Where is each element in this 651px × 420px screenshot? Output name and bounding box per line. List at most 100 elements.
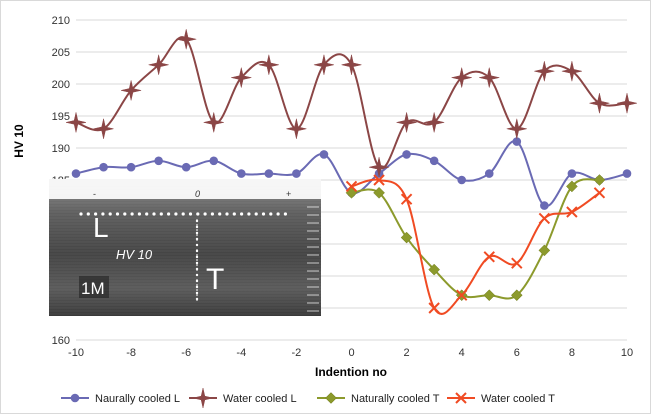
data-point	[484, 169, 494, 178]
indent-dot	[181, 212, 185, 216]
indent-row-dots	[79, 212, 287, 216]
data-point	[511, 257, 523, 269]
data-point	[589, 93, 610, 114]
indent-dot	[225, 212, 229, 216]
indent-dot	[261, 212, 266, 216]
x-tick-label: 10	[621, 347, 633, 359]
indent-dot	[195, 291, 199, 295]
indent-dot	[195, 261, 199, 265]
indent-dot	[210, 212, 214, 216]
data-point	[451, 67, 472, 88]
inset-label-t: T	[206, 263, 224, 296]
data-point	[148, 54, 169, 75]
data-point	[566, 180, 578, 193]
indent-dot	[218, 212, 222, 216]
data-point	[319, 150, 329, 159]
scale-mark-zero: 0	[195, 189, 200, 199]
data-point	[237, 169, 246, 178]
data-point	[455, 289, 468, 301]
data-point-stroke	[455, 289, 468, 301]
x-axis-label: Indention no	[315, 365, 387, 379]
data-point	[292, 169, 301, 178]
indent-dot	[240, 212, 244, 216]
x-tick-label: -4	[236, 347, 246, 359]
x-tick-label: 2	[404, 347, 410, 359]
data-point	[203, 112, 224, 133]
y-tick-label: 205	[52, 47, 70, 59]
data-point	[512, 137, 522, 146]
y-tick-label: 160	[52, 335, 70, 347]
data-point	[99, 162, 108, 172]
data-point	[457, 175, 467, 185]
data-point-stroke	[483, 251, 495, 263]
indent-dot	[232, 212, 236, 216]
data-point	[65, 112, 87, 133]
data-point	[402, 150, 411, 159]
data-point	[264, 169, 274, 178]
data-point-stroke	[566, 206, 578, 218]
legend: Naurally cooled L Water cooled L Naturally…	[61, 387, 555, 409]
data-point	[93, 118, 114, 139]
x-tick-labels: -10 -8 -6 -4 -2 0 2 4 6 8 10	[68, 347, 633, 359]
x-tick-label: 8	[569, 347, 575, 359]
legend-marker-stroke	[455, 392, 467, 404]
y-axis-label: HV 10	[12, 124, 26, 158]
indent-dot	[94, 212, 98, 216]
legend-marker	[70, 393, 80, 403]
y-tick-label: 190	[52, 143, 70, 155]
legend-label: Naurally cooled L	[95, 393, 180, 405]
data-point	[540, 201, 549, 210]
data-point	[479, 67, 500, 88]
legend-label: Naturally cooled T	[351, 393, 440, 405]
scale-mark-minus: -	[93, 189, 96, 199]
indent-dot	[188, 212, 193, 216]
y-tick-label: 210	[52, 15, 70, 27]
data-point	[368, 157, 390, 178]
indent-dot	[269, 212, 273, 216]
data-point	[231, 67, 252, 88]
data-point	[345, 180, 358, 193]
indent-dot	[254, 212, 258, 216]
indent-dot	[247, 212, 251, 216]
data-point-stroke	[511, 257, 523, 269]
series-line-2	[351, 178, 600, 300]
data-point	[622, 169, 632, 178]
data-point	[181, 162, 191, 172]
specimen-inset-image: - 0 + L HV 10 T 1M	[49, 179, 321, 316]
indent-dot	[79, 212, 83, 216]
data-point	[400, 193, 413, 205]
x-tick-label: 0	[348, 347, 354, 359]
indent-dot	[137, 212, 141, 216]
inset-label-hv: HV 10	[116, 247, 153, 262]
data-point	[483, 251, 495, 263]
data-point	[286, 118, 307, 139]
indent-dot	[159, 212, 163, 216]
data-point	[341, 54, 362, 75]
data-point	[593, 187, 606, 199]
data-point	[176, 29, 197, 50]
ruler-marks	[307, 206, 319, 312]
indent-dot	[145, 212, 149, 216]
indent-dot	[152, 212, 156, 216]
indent-dot	[167, 212, 171, 216]
indent-dot	[108, 212, 112, 216]
data-point-stroke	[428, 302, 440, 314]
legend-label: Water cooled L	[223, 393, 297, 405]
indent-dot	[86, 212, 90, 216]
y-tick-label: 195	[52, 111, 70, 123]
data-point	[126, 162, 136, 172]
data-point	[154, 156, 163, 166]
data-point	[373, 186, 385, 199]
series-line-3	[351, 178, 601, 315]
x-tick-label: 4	[459, 347, 465, 359]
data-point	[510, 289, 523, 302]
indent-dot	[283, 212, 287, 216]
data-point	[428, 302, 440, 314]
x-tick-label: -10	[68, 347, 84, 359]
data-point	[396, 112, 417, 133]
series-markers	[65, 29, 638, 314]
indent-dot	[195, 225, 199, 229]
data-point-stroke	[345, 180, 358, 193]
